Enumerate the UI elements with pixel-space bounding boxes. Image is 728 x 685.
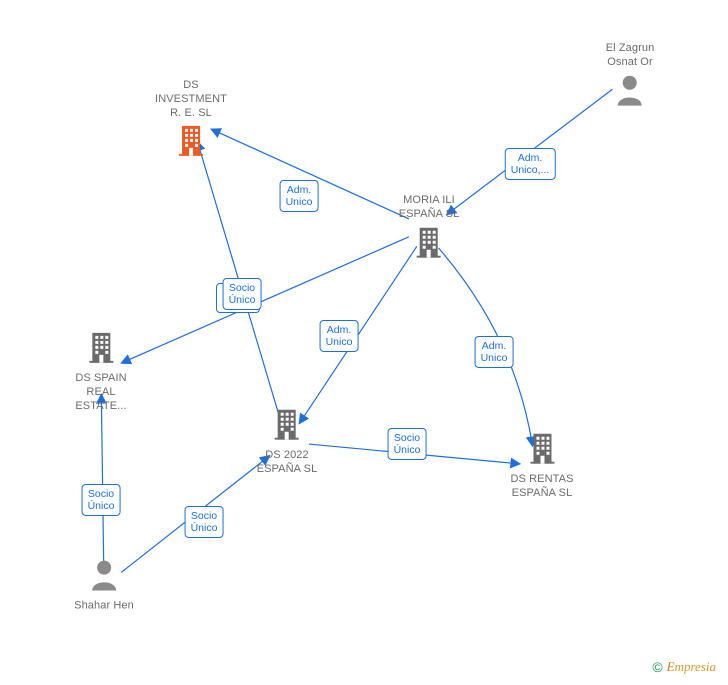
node-label: DS 2022 ESPAÑA SL	[257, 449, 318, 477]
watermark-brand: Empresia	[667, 659, 716, 675]
edge-label: Adm. Unico	[320, 320, 359, 352]
copyright-symbol: ©	[652, 659, 662, 675]
building-icon	[527, 432, 557, 469]
edge-label: Socio Único	[223, 278, 262, 310]
edge	[101, 394, 103, 564]
node-label: MORIA ILI ESPAÑA SL	[399, 194, 460, 222]
building-icon	[86, 331, 116, 368]
node-label: Shahar Hen	[74, 600, 134, 614]
node-label: DS RENTAS ESPAÑA SL	[510, 473, 573, 501]
edge-label: Socio Único	[82, 484, 121, 516]
building-icon	[176, 124, 206, 161]
company-node[interactable]: DS INVESTMENT R. E. SL	[155, 79, 227, 161]
company-node[interactable]: DS RENTAS ESPAÑA SL	[510, 432, 573, 501]
node-label: DS INVESTMENT R. E. SL	[155, 79, 227, 120]
person-node[interactable]: El Zagrun Osnat Or	[606, 42, 655, 111]
node-label: DS SPAIN REAL ESTATE...	[75, 372, 126, 413]
building-icon	[414, 225, 444, 262]
edge	[121, 237, 409, 363]
company-node[interactable]: DS 2022 ESPAÑA SL	[257, 408, 318, 477]
edge-label: Socio Único	[388, 428, 427, 460]
person-icon	[615, 73, 645, 110]
node-label: El Zagrun Osnat Or	[606, 42, 655, 70]
edge-label: Adm. Unico,...	[505, 148, 556, 180]
company-node[interactable]: MORIA ILI ESPAÑA SL	[399, 194, 460, 263]
watermark: © Empresia	[652, 659, 716, 675]
edge-label: Adm. Unico	[280, 180, 319, 212]
edge-label: Socio Único	[185, 506, 224, 538]
building-icon	[272, 408, 302, 445]
edge-label: Adm. Unico	[475, 336, 514, 368]
company-node[interactable]: DS SPAIN REAL ESTATE...	[75, 331, 126, 413]
person-icon	[89, 559, 119, 596]
person-node[interactable]: Shahar Hen	[74, 559, 134, 614]
